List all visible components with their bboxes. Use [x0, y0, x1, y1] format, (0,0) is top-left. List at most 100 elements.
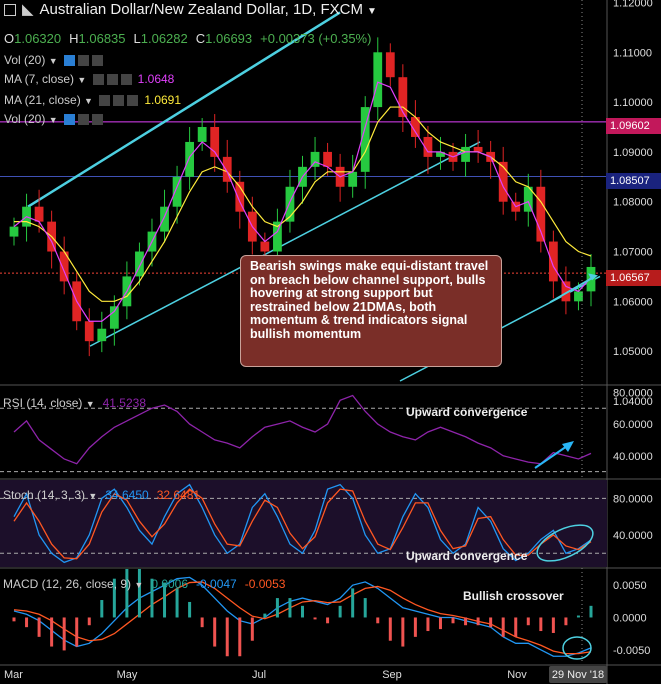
chart-header: ◣ Australian Dollar/New Zealand Dollar, 1… [0, 0, 600, 22]
close-icon[interactable] [91, 114, 103, 126]
chevron-down-icon[interactable]: ▼ [77, 75, 87, 85]
gear-icon[interactable] [113, 95, 125, 107]
analysis-callout: Bearish swings make equi-distant travel … [240, 255, 502, 367]
rsi-series-line [13, 394, 592, 465]
stoch-tick-label: 80.0000 [613, 493, 653, 505]
chevron-down-icon[interactable]: ▼ [134, 580, 144, 590]
macd-highlight-ellipse [562, 636, 592, 660]
ma7-line [13, 81, 592, 322]
gear-icon[interactable] [77, 114, 89, 126]
channel-lower-line [89, 141, 481, 347]
close-icon[interactable] [120, 74, 132, 86]
price-tick-label: 1.08000 [613, 197, 653, 209]
channel-upper-line [27, 11, 341, 208]
symbol-title: Australian Dollar/New Zealand Dollar, 1D… [39, 1, 363, 18]
trend-arrow-head [588, 273, 598, 281]
collapse-icon[interactable] [4, 4, 16, 17]
candle-body [473, 146, 483, 152]
eye-icon[interactable] [92, 74, 104, 86]
macd-signal-value: -0.0053 [244, 577, 286, 591]
price-tick-label: 1.04000 [613, 396, 653, 408]
chevron-down-icon[interactable]: ▼ [84, 96, 93, 106]
chevron-down-icon[interactable]: ▼ [85, 399, 95, 409]
gear-icon[interactable] [106, 74, 118, 86]
price-tick-label: 1.10000 [613, 97, 653, 109]
candle-body [84, 321, 94, 342]
eye-icon[interactable] [99, 95, 111, 107]
chevron-down-icon[interactable]: ▼ [88, 491, 98, 501]
candle-body [135, 251, 144, 277]
candle-body [436, 151, 445, 157]
candle-body [536, 186, 546, 242]
indicator-vol-top[interactable]: Vol (20) ▼ [4, 53, 103, 67]
candle-body [222, 156, 232, 182]
chevron-down-icon[interactable]: ▼ [48, 115, 58, 125]
rsi-value: 41.5238 [102, 396, 147, 410]
indicator-ma21[interactable]: MA (21, close) ▼ 1.0691 [4, 93, 181, 107]
candle-body [273, 221, 282, 252]
candle-body [523, 186, 533, 212]
candle-body [373, 52, 383, 108]
gear-icon[interactable] [77, 55, 89, 67]
indicator-label: Vol (20) [4, 53, 46, 67]
macd-series-line [13, 581, 592, 655]
time-tick-label: Mar [4, 669, 23, 681]
candle-body [310, 151, 320, 167]
close-icon[interactable] [127, 95, 139, 107]
stoch-label: Stoch (14, 3, 3) [3, 488, 86, 502]
eye-icon[interactable] [63, 114, 75, 126]
low-label: L [133, 31, 141, 46]
high-label: H [69, 31, 79, 46]
candle-body [235, 181, 245, 212]
close-value: 1.06693 [205, 31, 253, 46]
indicator-label: MA (7, close) [4, 72, 75, 86]
stoch-tick-label: 40.0000 [613, 530, 653, 542]
rsi-tick-label: 60.0000 [613, 419, 653, 431]
chevron-down-icon[interactable]: ▼ [48, 56, 58, 66]
candle-body [360, 107, 370, 172]
time-tick-label: Jul [252, 669, 266, 681]
ma21-line [14, 106, 592, 302]
close-label: C [195, 31, 206, 46]
price-tick-label: 1.05000 [613, 346, 653, 358]
macd-tick-label: -0.0050 [613, 645, 650, 657]
price-tag-current: 1.06567 [606, 270, 661, 286]
macd-hist-value: 0.0006 [151, 577, 189, 591]
macd-series-line [13, 576, 592, 657]
candle-body [348, 171, 358, 187]
candle-body [9, 226, 19, 237]
candle-body [498, 161, 508, 202]
candle-body [561, 281, 571, 302]
price-tick-label: 1.09000 [613, 147, 653, 159]
low-value: 1.06282 [140, 31, 188, 46]
stoch-legend: Stoch (14, 3, 3) ▼ 34.6450 32.6481 [3, 488, 200, 502]
price-tick-label: 1.12000 [613, 0, 653, 9]
indicator-vol-bottom[interactable]: Vol (20) ▼ [4, 112, 103, 126]
price-tick-label: 1.11000 [613, 47, 652, 59]
candle-body [323, 151, 332, 167]
rsi-arrow [534, 443, 571, 469]
price-tick-label: 1.07000 [613, 247, 653, 259]
chevron-down-icon[interactable]: ▼ [367, 6, 377, 17]
time-tick-label: May [117, 669, 138, 681]
stoch-annotation: Upward convergence [406, 549, 528, 563]
stoch-series-line [13, 488, 592, 560]
indicator-ma7[interactable]: MA (7, close) ▼ 1.0648 [4, 72, 174, 86]
indicator-label: MA (21, close) [4, 93, 81, 107]
candle-body [411, 117, 420, 137]
symbol-flag-icon: ◣ [22, 1, 34, 18]
change-value: +0.00373 (+0.35%) [260, 31, 372, 46]
candle-body [423, 136, 433, 157]
candle-body [185, 141, 194, 177]
candle-body [172, 176, 182, 207]
rsi-label: RSI (14, close) [3, 396, 83, 410]
rsi-arrow-head [562, 441, 574, 452]
candle-body [574, 291, 583, 302]
ma21-value: 1.0691 [144, 93, 182, 107]
stoch-k-value: 34.6450 [105, 488, 149, 502]
macd-legend: MACD (12, 26, close, 9) ▼ 0.0006 -0.0047 -0… [3, 577, 285, 591]
candle-body [385, 52, 395, 78]
close-icon[interactable] [91, 55, 103, 67]
eye-icon[interactable] [63, 55, 75, 67]
candle-body [548, 241, 558, 282]
